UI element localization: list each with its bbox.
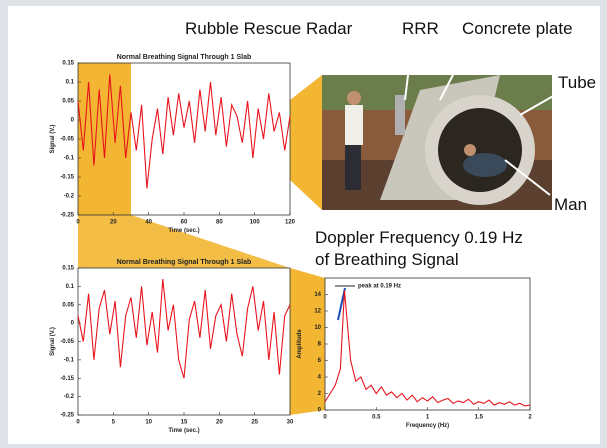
y-tick-label: 2 — [318, 391, 322, 397]
signal-line — [324, 290, 531, 407]
x-tick-label: 10 — [145, 420, 152, 426]
x-tick-label: 15 — [181, 420, 188, 426]
y-tick-label: -0.15 — [60, 376, 74, 382]
x-tick-label: 1 — [426, 415, 430, 421]
x-tick-label: 60 — [181, 220, 188, 226]
y-axis-label: Amplitude — [297, 329, 303, 359]
y-tick-label: 0 — [318, 408, 322, 414]
photo — [322, 75, 552, 210]
x-tick-label: 30 — [287, 420, 294, 426]
annotation: of Breathing Signal — [315, 250, 459, 269]
zoom-wedge — [290, 75, 322, 210]
x-tick-label: 25 — [251, 420, 258, 426]
y-tick-label: 0 — [71, 118, 75, 124]
y-tick-label: 0.1 — [66, 284, 75, 290]
y-tick-label: 0 — [71, 321, 75, 327]
x-tick-label: 120 — [285, 220, 296, 226]
x-tick-label: 0.5 — [372, 415, 381, 421]
signal-line — [77, 74, 291, 189]
annotation: Doppler Frequency 0.19 Hz — [315, 228, 523, 247]
x-axis-label: Time (sec.) — [168, 228, 199, 234]
annotation: Rubble Rescue Radar — [185, 19, 353, 38]
annotation: Concrete plate — [462, 19, 573, 38]
y-tick-label: -0.05 — [60, 339, 74, 345]
x-tick-label: 100 — [250, 220, 261, 226]
y-tick-label: 10 — [314, 325, 321, 331]
x-tick-label: 20 — [110, 220, 117, 226]
y-tick-label: -0.05 — [60, 137, 74, 143]
y-tick-label: 0.1 — [66, 80, 75, 86]
zoom-wedge — [290, 268, 325, 415]
chart-title: Normal Breathing Signal Through 1 Slab — [117, 54, 252, 61]
signal-line — [77, 278, 291, 379]
y-tick-label: 8 — [318, 342, 322, 348]
x-tick-label: 5 — [112, 420, 116, 426]
y-tick-label: 4 — [318, 375, 322, 381]
x-tick-label: 2 — [528, 415, 532, 421]
y-tick-label: 0.05 — [62, 302, 74, 308]
x-axis-label: Frequency (Hz) — [406, 423, 449, 429]
highlight-region — [78, 63, 131, 215]
x-tick-label: 0 — [323, 415, 327, 421]
legend-label: peak at 0.19 Hz — [358, 284, 401, 290]
annotation: Tube — [558, 73, 596, 92]
y-tick-label: -0.1 — [64, 156, 75, 162]
y-tick-label: 0.15 — [62, 266, 74, 272]
chart-title: Normal Breathing Signal Through 1 Slab — [117, 259, 252, 266]
y-tick-label: 12 — [314, 309, 321, 315]
x-axis-label: Time (sec.) — [168, 428, 199, 434]
y-axis-label: Signal (V.) — [50, 327, 56, 356]
x-tick-label: 20 — [216, 420, 223, 426]
y-tick-label: -0.25 — [60, 213, 74, 219]
y-tick-label: -0.2 — [64, 394, 75, 400]
x-tick-label: 0 — [76, 420, 80, 426]
x-tick-label: 1.5 — [475, 415, 484, 421]
y-tick-label: 0.05 — [62, 99, 74, 105]
x-tick-label: 40 — [145, 220, 152, 226]
annotation: RRR — [402, 19, 439, 38]
y-tick-label: -0.1 — [64, 357, 75, 363]
y-tick-label: 14 — [314, 292, 321, 298]
y-tick-label: 6 — [318, 358, 322, 364]
y-tick-label: -0.25 — [60, 413, 74, 419]
annotation: Man — [554, 195, 587, 214]
y-axis-label: Signal (V.) — [50, 125, 56, 154]
x-tick-label: 80 — [216, 220, 223, 226]
annotation-arrows — [404, 41, 556, 196]
panel — [22, 45, 312, 240]
y-tick-label: -0.15 — [60, 175, 74, 181]
x-tick-label: 0 — [76, 220, 80, 226]
zoom-wedge — [78, 215, 290, 268]
y-tick-label: 0.15 — [62, 61, 74, 67]
y-tick-label: -0.2 — [64, 194, 75, 200]
